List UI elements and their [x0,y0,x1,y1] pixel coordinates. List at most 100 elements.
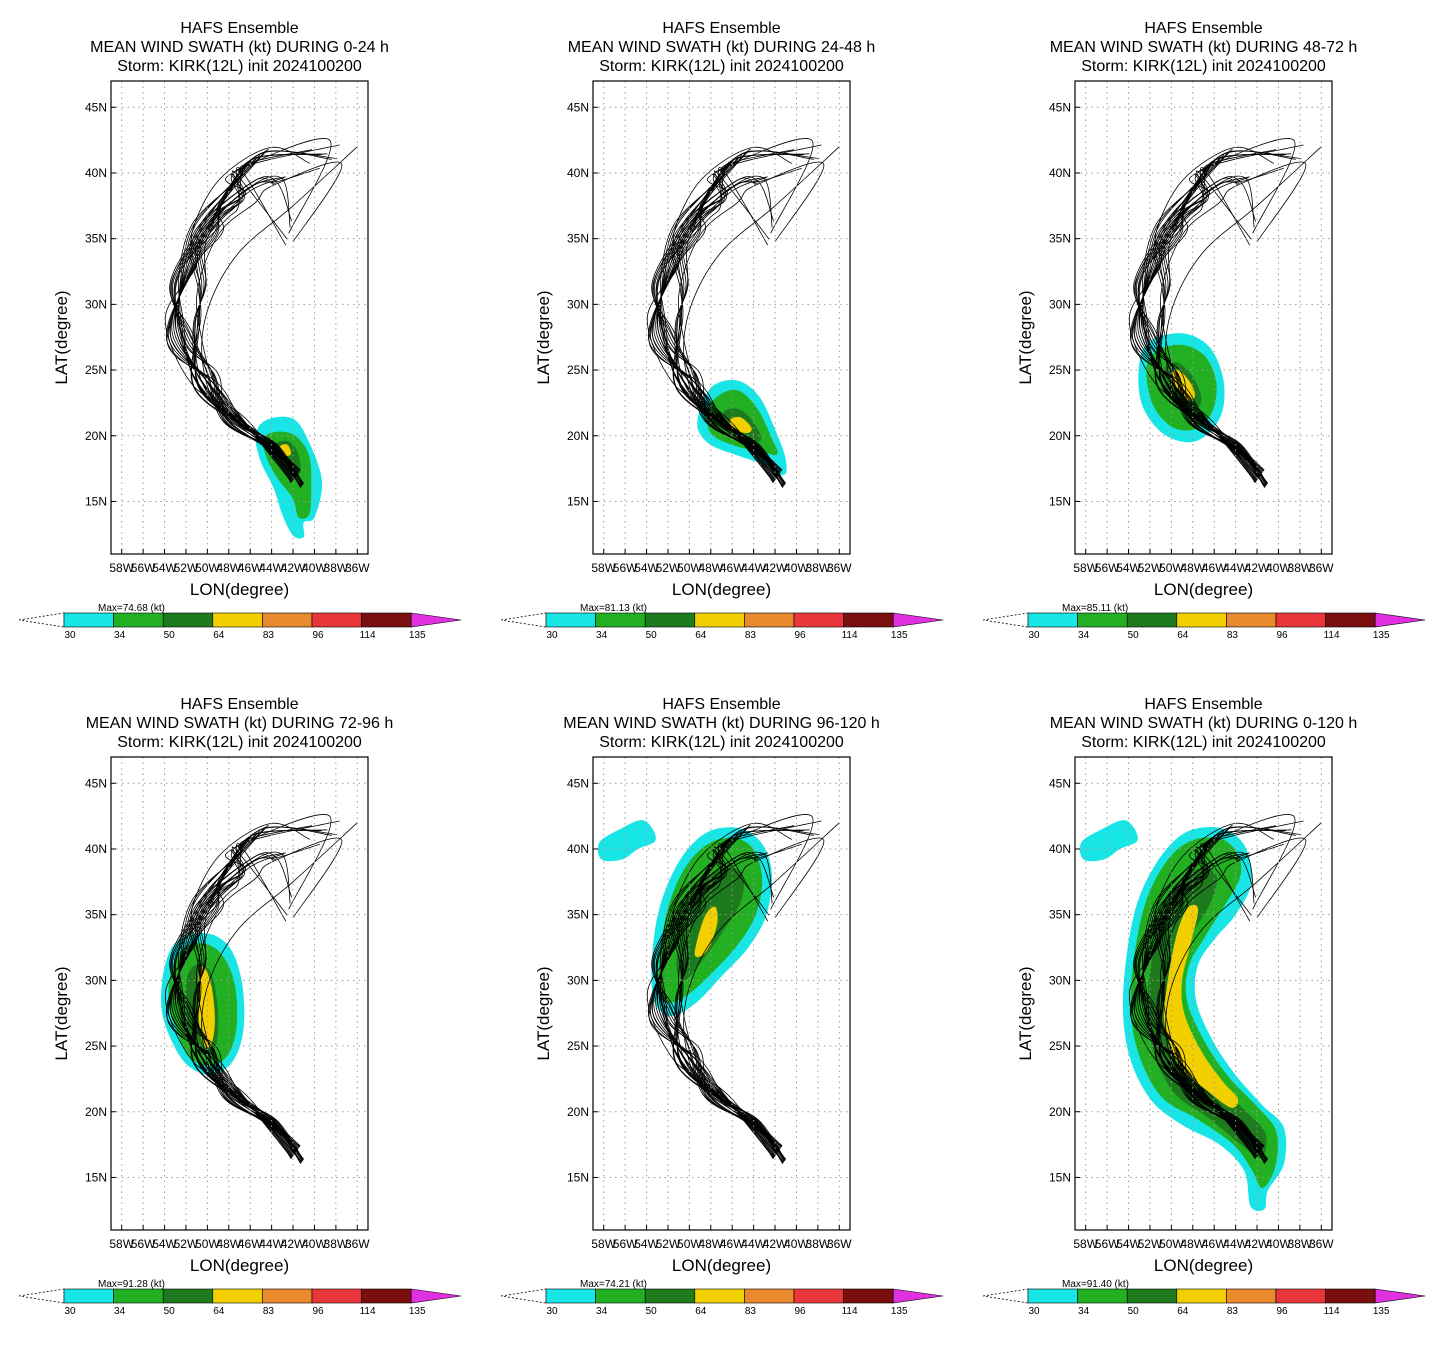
colorbar-segment [843,1288,894,1304]
y-tick-label: 15N [1049,1170,1071,1184]
colorbar-label: 83 [1227,1306,1239,1317]
ensemble-track [1157,175,1266,487]
ensemble-track [683,822,840,1162]
x-tick-label: 54W [634,1237,659,1251]
colorbar-over-triangle [892,612,944,628]
x-tick-label: 58W [1073,1237,1098,1251]
colorbar-segment [1325,612,1376,628]
chart-subtitle: MEAN WIND SWATH (kt) DURING 0-24 h [90,39,389,56]
y-axis-label: LAT(degree) [1016,966,1035,1060]
ensemble-track [1134,173,1265,471]
ensemble-track [1128,822,1274,1160]
x-tick-label: 48W [216,561,241,575]
y-tick-label: 15N [85,1170,107,1184]
x-tick-label: 46W [720,1237,745,1251]
colorbar-label: 34 [114,1306,126,1317]
colorbar-label: 114 [360,630,376,641]
ensemble-track [1130,825,1257,1159]
ensemble-track [1153,853,1268,1161]
plot-frame [592,756,851,1231]
ensemble-track [660,162,779,477]
colorbar-segment [793,612,844,628]
ensemble-tracks [646,814,840,1164]
x-tick-label: 36W [827,561,852,575]
ensemble-track [646,822,792,1160]
x-tick-label: 36W [345,561,370,575]
y-tick-label: 25N [85,363,107,377]
x-tick-label: 48W [698,1237,723,1251]
ensemble-track [676,857,786,1161]
swath-contour-64kt [1163,904,1239,1108]
ensemble-track [170,849,301,1147]
colorbar-label: 135 [1373,630,1390,641]
colorbar-segment [1176,1288,1227,1304]
colorbar-label: 34 [596,630,608,641]
ensemble-track [194,181,304,485]
colorbar-segment [694,1288,745,1304]
x-tick-label: 42W [281,1237,306,1251]
colorbar-segment [1027,612,1078,628]
ensemble-track [652,849,783,1147]
colorbar-segment [644,1288,696,1304]
colorbar-label: 135 [409,1306,426,1317]
colorbar-label: 96 [794,1306,806,1317]
ensemble-track [1165,146,1322,486]
colorbar-label: 30 [546,630,558,641]
ensemble-track [675,177,784,488]
x-tick-label: 38W [806,1237,831,1251]
ensemble-track [671,177,786,485]
ensemble-tracks [164,138,358,488]
ensemble-track [651,814,814,1147]
ensemble-track [652,173,783,471]
x-tick-label: 54W [152,561,177,575]
colorbar-label: 34 [1078,1306,1090,1317]
colorbar-label: 64 [213,1306,225,1317]
colorbar-segment [262,1288,313,1304]
x-tick-label: 38W [324,1237,349,1251]
colorbar-label: 30 [546,1306,558,1317]
ensemble-track [173,843,299,1150]
ensemble-track [655,843,781,1150]
x-tick-label: 46W [720,561,745,575]
ensemble-track [1153,177,1268,485]
ensemble-track [676,181,786,485]
y-tick-label: 35N [567,908,589,922]
x-axis-label: LON(degree) [190,580,289,599]
ensemble-track [671,853,786,1161]
colorbar-segment [113,612,164,628]
y-tick-label: 40N [1049,842,1071,856]
colorbar-segment [162,1288,214,1304]
ensemble-track [1142,162,1261,477]
chart-title: HAFS Ensemble [180,20,298,37]
chart-storm-line: Storm: KIRK(12L) init 2024100200 [1081,58,1326,75]
max-wind-label: Max=85.11 (kt) [1062,603,1128,614]
x-tick-label: 54W [634,561,659,575]
grid [593,757,850,1230]
ensemble-track [164,146,310,484]
x-tick-label: 46W [1202,1237,1227,1251]
y-tick-label: 40N [567,842,589,856]
ensemble-track [1133,814,1296,1147]
ensemble-track [660,165,780,475]
x-tick-label: 44W [259,561,284,575]
y-tick-label: 25N [1049,363,1071,377]
colorbar-segment [843,612,894,628]
ensemble-track [189,177,304,485]
ensemble-track [201,146,358,486]
y-tick-label: 40N [567,166,589,180]
chart-panel-1: HAFS Ensemble MEAN WIND SWATH (kt) DURING… [18,20,462,641]
ensemble-track [1128,146,1274,484]
colorbar-label: 114 [1324,1306,1340,1317]
x-tick-label: 36W [345,1237,370,1251]
chart-storm-line: Storm: KIRK(12L) init 2024100200 [599,58,844,75]
x-tick-label: 54W [152,1237,177,1251]
y-tick-label: 30N [1049,973,1071,987]
ensemble-track [651,138,814,471]
x-tick-label: 44W [741,1237,766,1251]
x-tick-label: 40W [302,561,327,575]
colorbar-label: 96 [794,630,806,641]
max-wind-label: Max=81.13 (kt) [580,603,647,614]
x-tick-label: 50W [195,561,220,575]
y-tick-label: 45N [1049,776,1071,790]
colorbar-segment [311,612,362,628]
